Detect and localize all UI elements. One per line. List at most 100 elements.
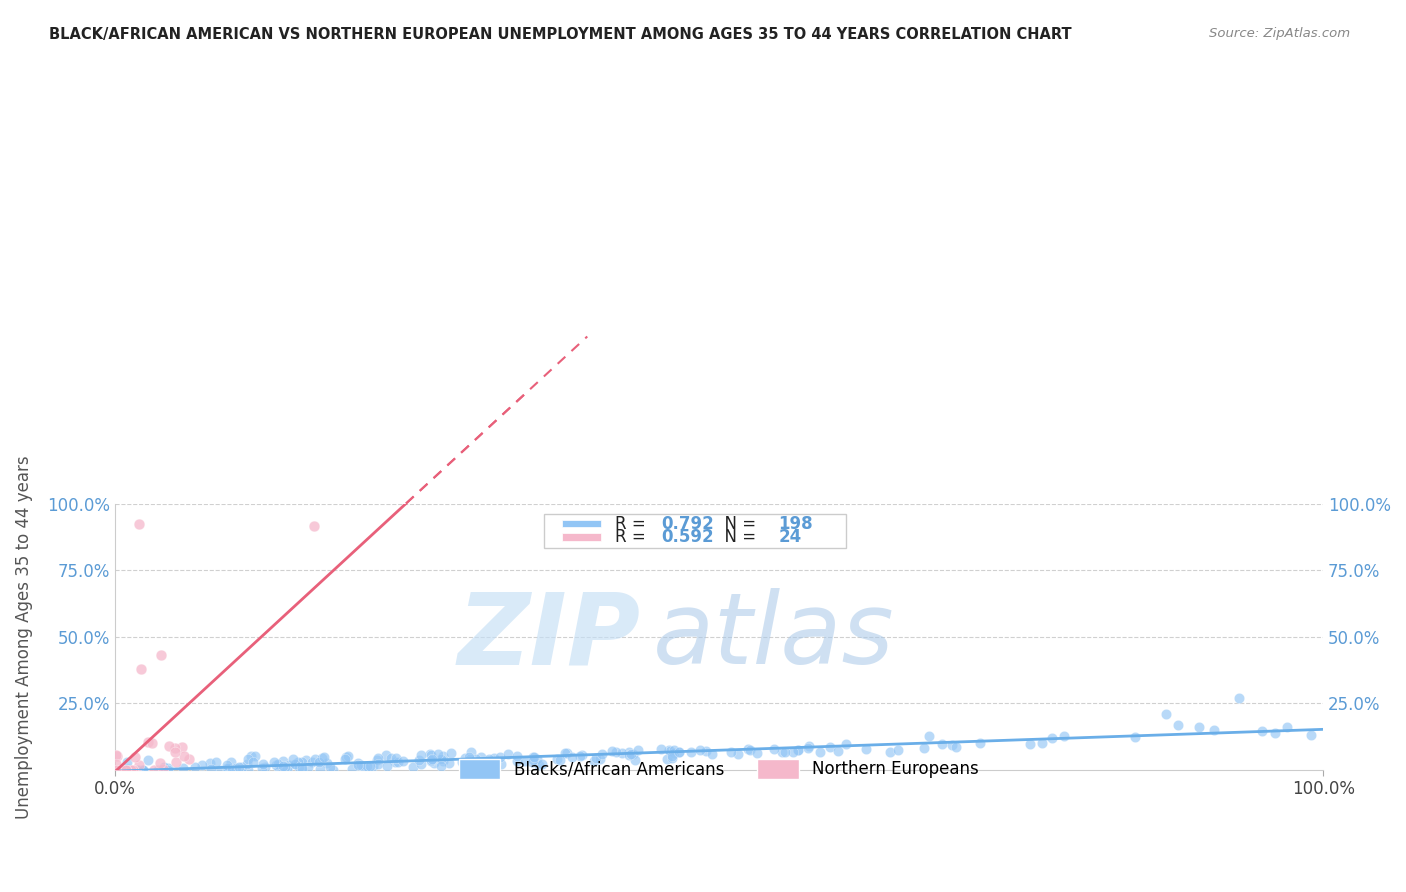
Point [720,746,742,760]
Point [496,747,519,762]
Point [799,739,821,754]
Point [217,763,239,777]
Point [430,759,453,773]
Point [131,763,153,777]
Point [695,744,717,758]
Point [1299,728,1322,742]
Point [1187,720,1209,734]
Text: 198: 198 [778,515,813,533]
Point [367,757,389,772]
Point [153,759,176,773]
Point [520,755,543,769]
Point [489,757,512,772]
Point [191,758,214,772]
Point [591,747,613,761]
Point [554,746,576,760]
Point [215,757,238,772]
Point [1264,725,1286,739]
Point [787,743,810,757]
Point [122,763,145,777]
Point [945,739,967,754]
Point [274,760,297,774]
Point [621,747,644,761]
Point [217,760,239,774]
Point [912,740,935,755]
Point [700,747,723,761]
Point [571,747,593,762]
Point [291,763,314,777]
Point [600,744,623,758]
Point [105,747,128,762]
Point [198,756,221,771]
Point [931,737,953,751]
Point [827,743,849,757]
Text: BLACK/AFRICAN AMERICAN VS NORTHERN EUROPEAN UNEMPLOYMENT AMONG AGES 35 TO 44 YEA: BLACK/AFRICAN AMERICAN VS NORTHERN EUROP… [49,27,1071,42]
Point [458,750,481,764]
Point [375,759,398,773]
Point [392,755,415,769]
Point [264,758,287,772]
Point [267,757,290,772]
Point [347,758,370,772]
Point [430,752,453,766]
Point [301,756,323,770]
Point [627,743,650,757]
Point [668,745,690,759]
Point [173,748,195,763]
Point [738,743,761,757]
Text: R =: R = [614,528,651,546]
Point [661,749,683,764]
Point [183,760,205,774]
Point [419,747,441,762]
Point [156,761,179,775]
Point [110,763,132,777]
Point [488,750,510,764]
Point [115,763,138,777]
Point [242,755,264,769]
Point [440,746,463,760]
Text: R =: R = [614,515,651,533]
Point [141,736,163,750]
Point [529,758,551,772]
Point [117,762,139,776]
Point [288,760,311,774]
Point [267,759,290,773]
Point [786,743,808,757]
Point [165,746,187,760]
Point [419,747,441,761]
Point [236,752,259,766]
Point [432,754,454,768]
Point [105,763,128,777]
Point [252,757,274,772]
Point [506,754,529,768]
Point [689,743,711,757]
Point [291,755,314,769]
Point [231,760,253,774]
Point [1204,723,1226,737]
Point [918,729,941,743]
Point [225,761,247,775]
Point [887,742,910,756]
Point [1227,691,1250,706]
Point [526,752,548,766]
Point [284,757,307,772]
Point [419,754,441,768]
Point [319,759,342,773]
Text: ZIP: ZIP [457,588,640,685]
Point [228,760,250,774]
Point [250,761,273,775]
Point [426,747,449,762]
Text: 0.592: 0.592 [661,528,714,546]
Point [619,745,641,759]
Point [470,749,492,764]
Point [662,747,685,761]
Point [105,749,128,764]
Point [855,742,877,756]
Point [1251,724,1274,739]
Y-axis label: Unemployment Among Ages 35 to 44 years: Unemployment Among Ages 35 to 44 years [15,455,32,819]
Point [157,739,180,753]
Point [589,752,612,766]
Point [209,763,232,777]
Point [679,746,702,760]
Point [335,749,357,764]
